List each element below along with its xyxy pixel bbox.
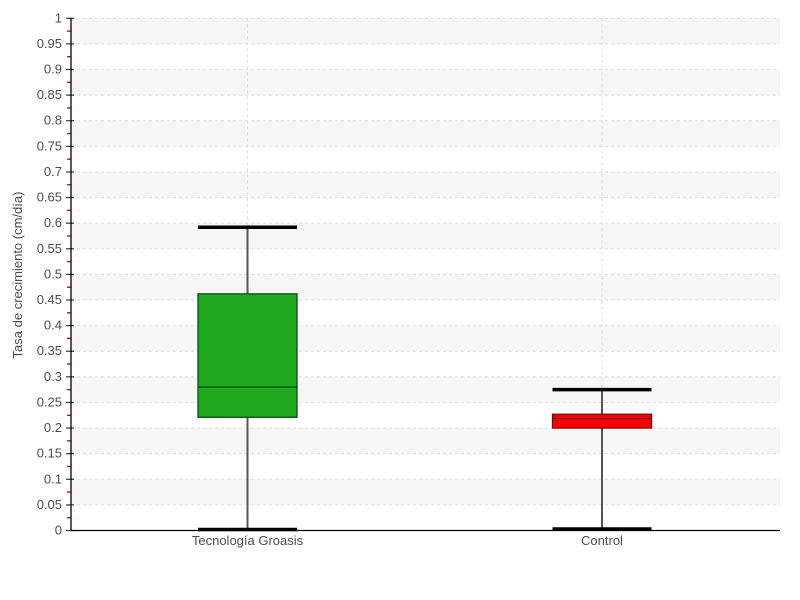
svg-text:0.85: 0.85 [37,87,62,102]
svg-text:0: 0 [55,523,62,538]
svg-text:0.05: 0.05 [37,497,62,512]
svg-text:0.95: 0.95 [37,36,62,51]
svg-text:0.15: 0.15 [37,446,62,461]
svg-text:0.45: 0.45 [37,292,62,307]
svg-text:0.9: 0.9 [44,62,62,77]
svg-text:Tecnología Groasis: Tecnología Groasis [192,533,304,548]
svg-text:Control: Control [581,533,623,548]
svg-text:0.25: 0.25 [37,394,62,409]
svg-text:0.1: 0.1 [44,471,62,486]
svg-text:1: 1 [55,10,62,25]
svg-text:0.7: 0.7 [44,164,62,179]
svg-text:0.3: 0.3 [44,369,62,384]
svg-text:0.8: 0.8 [44,113,62,128]
svg-text:0.4: 0.4 [44,318,62,333]
svg-text:Tasa de crecimiento (cm/día): Tasa de crecimiento (cm/día) [10,192,25,359]
svg-text:0.6: 0.6 [44,215,62,230]
svg-text:0.2: 0.2 [44,420,62,435]
svg-text:0.55: 0.55 [37,241,62,256]
svg-text:0.75: 0.75 [37,138,62,153]
svg-text:0.35: 0.35 [37,343,62,358]
svg-text:0.65: 0.65 [37,190,62,205]
svg-text:0.5: 0.5 [44,266,62,281]
